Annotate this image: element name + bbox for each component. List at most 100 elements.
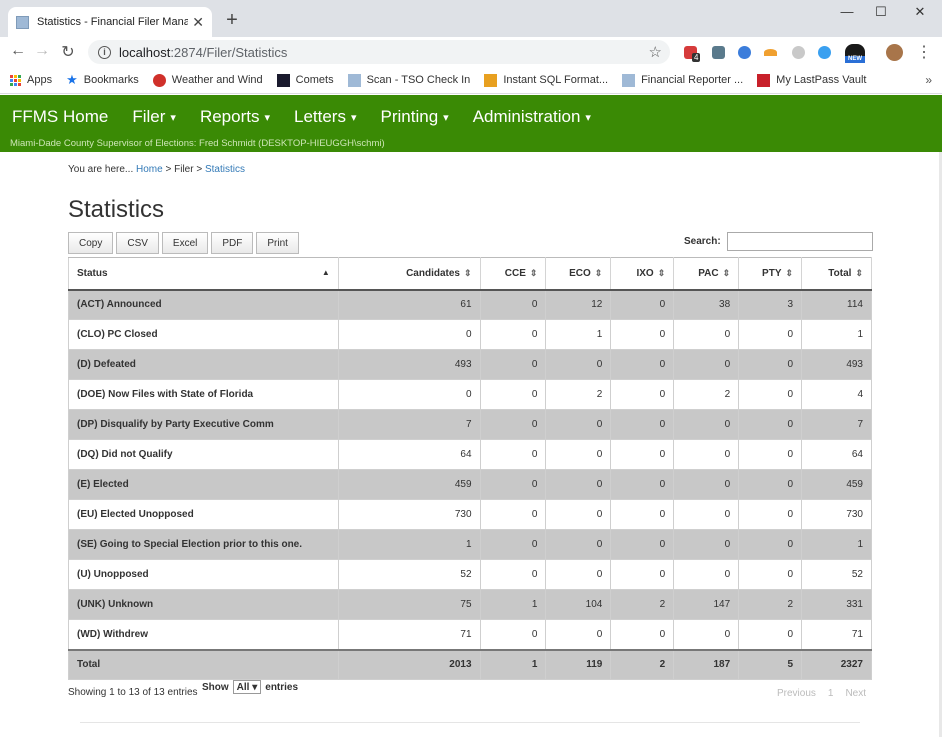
page-icon (347, 73, 361, 87)
nav-reports[interactable]: Reports ▾ (200, 107, 270, 127)
csv-button[interactable]: CSV (116, 232, 159, 254)
extension-circle-icon[interactable] (792, 46, 805, 59)
pdf-button[interactable]: PDF (211, 232, 254, 254)
column-header-candidates[interactable]: Candidates ⇕ (337, 257, 481, 291)
breadcrumb-separator: > (165, 164, 172, 175)
count-cell: 0 (479, 559, 547, 590)
search-input[interactable] (726, 232, 873, 251)
breadcrumb-filer: Filer (174, 164, 194, 175)
bookmark-label: Comets (295, 74, 334, 86)
count-cell: 2013 (337, 648, 481, 680)
caret-down-icon: ▾ (264, 112, 270, 125)
minimize-icon[interactable]: — (840, 4, 854, 19)
count-cell: 71 (337, 619, 481, 650)
app-navbar: FFMS Home Filer ▾ Reports ▾ Letters ▾ Print… (0, 95, 942, 152)
count-cell: 75 (337, 589, 481, 620)
bookmark-lastpass[interactable]: My LastPass Vault (757, 73, 866, 87)
bookmark-financial[interactable]: Financial Reporter ... (622, 73, 743, 87)
profile-avatar[interactable] (886, 44, 903, 61)
count-cell: 2 (610, 589, 675, 620)
count-cell: 0 (545, 499, 612, 530)
count-cell: 0 (479, 529, 547, 560)
nav-home[interactable]: FFMS Home (12, 107, 109, 126)
bookmark-scan[interactable]: Scan - TSO Check In (347, 73, 470, 87)
close-icon[interactable]: ✕ (192, 13, 204, 30)
nav-printing[interactable]: Printing ▾ (381, 107, 449, 127)
extension-cloud-icon[interactable] (818, 46, 831, 59)
count-cell: 1 (801, 529, 872, 560)
info-icon[interactable]: i (98, 45, 111, 59)
nav-letters[interactable]: Letters ▾ (294, 107, 357, 127)
page-1-button[interactable]: 1 (827, 688, 834, 699)
column-header-status[interactable]: Status ▲ (68, 257, 339, 291)
count-cell: 0 (610, 319, 675, 350)
maximize-icon[interactable]: ☐ (875, 4, 887, 19)
star-icon[interactable]: ☆ (648, 44, 662, 61)
column-header-cce[interactable]: CCE ⇕ (479, 257, 547, 291)
count-cell: 0 (610, 379, 675, 410)
breadcrumb-current-link[interactable]: Statistics (204, 164, 245, 175)
column-header-label: IXO (636, 267, 654, 279)
sort-icon: ⇕ (529, 267, 538, 278)
status-cell: (U) Unopposed (68, 559, 339, 590)
column-header-total[interactable]: Total ⇕ (801, 257, 872, 291)
new-tab-plus-icon[interactable]: + (226, 9, 238, 31)
column-header-eco[interactable]: ECO ⇕ (545, 257, 612, 291)
count-cell: 0 (545, 619, 612, 650)
nav-label: Printing (380, 107, 439, 126)
count-cell: 0 (673, 559, 740, 590)
status-cell: (DP) Disqualify by Party Executive Comm (68, 409, 339, 440)
column-header-label: Candidates (406, 267, 460, 279)
excel-button[interactable]: Excel (161, 232, 209, 254)
scrollbar[interactable] (939, 152, 942, 737)
forward-icon[interactable]: → (34, 42, 50, 59)
next-button[interactable]: Next (845, 688, 866, 699)
table-row: (U) Unopposed 52 0 0 0 0 0 52 (68, 559, 872, 590)
breadcrumb-home-link[interactable]: Home (136, 164, 163, 175)
nav-filer[interactable]: Filer ▾ (132, 107, 176, 127)
nav-menu: FFMS Home Filer ▾ Reports ▾ Letters ▾ Print… (0, 105, 603, 129)
bookmark-label: Bookmarks (83, 74, 139, 86)
bookmark-sql[interactable]: Instant SQL Format... (484, 73, 609, 87)
nav-subtitle: Miami-Dade County Supervisor of Election… (10, 138, 385, 149)
count-cell: 5 (738, 648, 803, 680)
sort-icon: ⇕ (657, 267, 666, 278)
extension-blue-icon[interactable] (738, 46, 751, 59)
pagination: Previous 1 Next (765, 688, 866, 699)
reload-icon[interactable]: ↻ (61, 44, 75, 61)
print-button[interactable]: Print (256, 232, 299, 254)
page-length-value: All (236, 681, 250, 693)
previous-button[interactable]: Previous (776, 688, 816, 699)
nav-label: Letters (294, 107, 346, 126)
menu-kebab-icon[interactable]: ⋮ (916, 44, 932, 61)
bookmark-bookmarks[interactable]: ★ Bookmarks (66, 72, 139, 88)
column-header-pac[interactable]: PAC ⇕ (673, 257, 740, 291)
count-cell: 0 (545, 559, 612, 590)
count-cell: 119 (545, 648, 612, 680)
bookmark-comets[interactable]: Comets (276, 73, 334, 87)
bookmark-label: Instant SQL Format... (503, 74, 609, 86)
column-header-ixo[interactable]: IXO ⇕ (610, 257, 675, 291)
count-cell: 0 (738, 529, 803, 560)
count-cell: 0 (673, 469, 740, 500)
column-header-pty[interactable]: PTY ⇕ (738, 257, 803, 291)
window-close-icon[interactable]: ✕ (914, 4, 926, 19)
count-cell: 493 (337, 349, 481, 380)
extension-arc-icon[interactable] (764, 49, 777, 56)
breadcrumb-separator: > (196, 164, 203, 175)
count-cell: 12 (545, 289, 612, 320)
extension-doc-icon[interactable] (712, 46, 725, 59)
bookmark-weather[interactable]: Weather and Wind (152, 73, 263, 87)
copy-button[interactable]: Copy (68, 232, 114, 254)
bookmark-apps[interactable]: Apps (10, 74, 52, 86)
count-cell: 38 (673, 289, 740, 320)
extension-new-icon[interactable]: NEW (845, 42, 865, 63)
table-row: (UNK) Unknown 75 1 104 2 147 2 331 (68, 589, 872, 620)
nav-administration[interactable]: Administration ▾ (473, 107, 591, 127)
count-cell: 0 (738, 379, 803, 410)
page-length-select[interactable]: All ▾ (232, 680, 262, 694)
bookmarks-more-icon[interactable]: » (925, 73, 932, 87)
back-icon[interactable]: ← (10, 42, 26, 59)
address-bar[interactable]: i localhost:2874/Filer/Statistics ☆ (88, 40, 670, 64)
browser-tab[interactable]: Statistics - Financial Filer Manage ✕ (8, 7, 212, 37)
